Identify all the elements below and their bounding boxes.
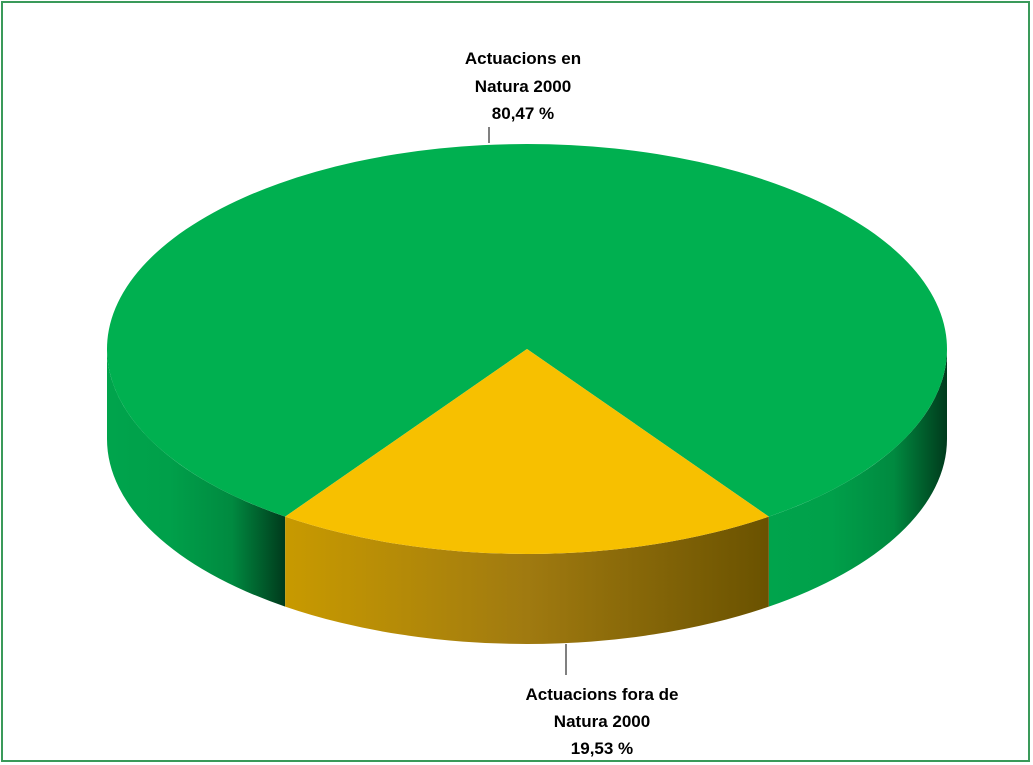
slice-side-1-0 — [285, 516, 769, 644]
slice-side-0-0 — [107, 349, 286, 607]
pie-chart: Actuacions en Natura 2000 80,47 % Actuac… — [107, 49, 947, 758]
slice-value-label-1: 19,53 % — [571, 739, 633, 758]
slice-side-0-1 — [768, 349, 947, 607]
slice-label-line-0-0: Actuacions en — [465, 49, 581, 68]
slice-label-line-1-0: Actuacions fora de — [525, 685, 678, 704]
slice-value-label-0: 80,47 % — [492, 104, 554, 123]
slice-top-1 — [285, 349, 769, 554]
slice-label-line-1-1: Natura 2000 — [554, 712, 650, 731]
slice-top-0 — [107, 143, 947, 517]
slice-label-line-0-1: Natura 2000 — [475, 77, 571, 96]
